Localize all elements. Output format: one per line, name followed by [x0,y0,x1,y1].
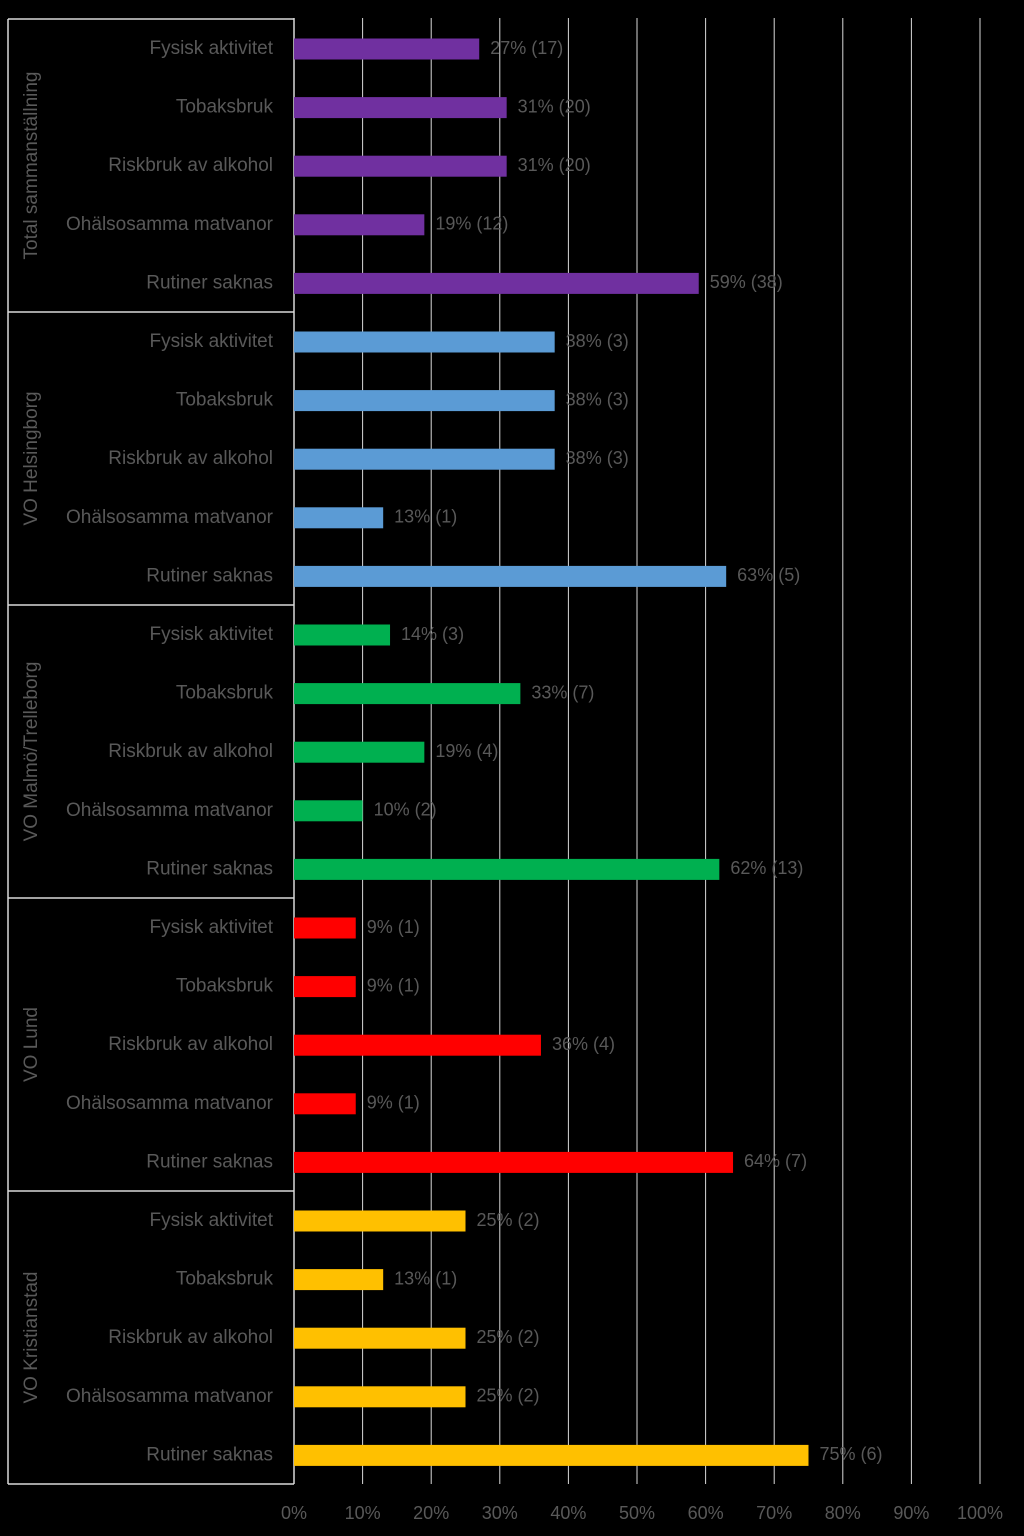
x-tick-label: 60% [688,1503,724,1523]
data-label: 36% (4) [552,1034,615,1054]
bar [294,1269,384,1291]
data-label: 25% (2) [477,1386,540,1406]
data-label: 13% (1) [394,507,457,527]
bar [294,97,507,119]
bar [294,1034,541,1056]
category-label: Rutiner saknas [146,565,273,586]
data-label: 10% (2) [374,800,437,820]
data-label: 62% (13) [730,858,803,878]
gridlines [362,18,981,1484]
bar [294,1386,466,1408]
x-tick-label: 80% [825,1503,861,1523]
x-axis-ticks: 0% 10% 20% 30% 40% 50% 60% 70% 80% 90% 100% [281,1503,1003,1523]
x-tick-label: 40% [550,1503,586,1523]
bar [294,272,699,294]
bar [294,1327,466,1349]
data-label: 38% (3) [566,448,629,468]
data-label: 25% (2) [477,1210,540,1230]
data-label: 31% (20) [518,155,591,175]
data-label: 63% (5) [737,565,800,585]
bar [294,741,425,763]
bar [294,976,356,998]
x-tick-label: 0% [281,1503,307,1523]
bar [294,858,720,880]
category-label: Tobaksbruk [176,683,274,704]
bar [294,800,363,822]
category-label: Ohälsosamma matvanor [66,800,274,821]
group-title: VO Malmö/Trelleborg [21,662,42,842]
category-label: Tobaksbruk [176,976,274,997]
category-label: Rutiner saknas [146,272,273,293]
bar [294,1093,356,1115]
data-label: 25% (2) [477,1327,540,1347]
bar [294,38,480,60]
x-tick-label: 30% [482,1503,518,1523]
x-tick-label: 10% [345,1503,381,1523]
category-label: Ohälsosamma matvanor [66,1386,274,1407]
bar [294,155,507,177]
data-label: 14% (3) [401,624,464,644]
data-label: 38% (3) [566,389,629,409]
bar [294,507,384,529]
data-label: 75% (6) [820,1444,883,1464]
data-label: 9% (1) [367,975,420,995]
data-label: 38% (3) [566,331,629,351]
data-label: 33% (7) [531,682,594,702]
data-label: 27% (17) [490,38,563,58]
bars [294,38,809,1466]
bar [294,565,727,587]
group-title: VO Kristianstad [21,1272,42,1404]
group-title: VO Helsingborg [21,391,42,525]
x-tick-label: 70% [756,1503,792,1523]
bar [294,683,521,705]
category-label: Rutiner saknas [146,1444,273,1465]
data-label: 59% (38) [710,272,783,292]
group-title: VO Lund [21,1007,42,1082]
category-label: Tobaksbruk [176,97,274,118]
data-label: 31% (20) [518,96,591,116]
category-label: Ohälsosamma matvanor [66,507,274,528]
category-label: Ohälsosamma matvanor [66,214,274,235]
bar [294,390,555,412]
category-label: Fysisk aktivitet [149,917,273,938]
data-label: 19% (4) [435,741,498,761]
category-label: Tobaksbruk [176,1269,274,1290]
data-label: 64% (7) [744,1151,807,1171]
bar [294,1151,734,1173]
bar [294,624,391,646]
category-label: Riskbruk av alkohol [108,1327,273,1348]
category-label: Riskbruk av alkohol [108,155,273,176]
bar [294,448,555,470]
data-label: 9% (1) [367,1093,420,1113]
category-label: Riskbruk av alkohol [108,448,273,469]
category-label: Ohälsosamma matvanor [66,1093,274,1114]
group-title: Total sammanställning [21,72,42,260]
bar [294,214,425,236]
x-tick-label: 100% [957,1503,1003,1523]
bar [294,917,356,939]
category-label: Riskbruk av alkohol [108,1034,273,1055]
category-label: Fysisk aktivitet [149,1210,273,1231]
category-label: Tobaksbruk [176,390,274,411]
category-label: Rutiner saknas [146,1151,273,1172]
data-label: 9% (1) [367,917,420,937]
category-label: Riskbruk av alkohol [108,741,273,762]
x-tick-label: 20% [413,1503,449,1523]
category-label: Fysisk aktivitet [149,624,273,645]
x-tick-label: 90% [893,1503,929,1523]
bar [294,1444,809,1466]
category-label: Fysisk aktivitet [149,331,273,352]
data-label: 19% (12) [435,214,508,234]
category-label: Fysisk aktivitet [149,38,273,59]
bar [294,331,555,353]
data-label: 13% (1) [394,1268,457,1288]
bar [294,1210,466,1232]
labels: Total sammanställning Fysisk aktivitet 27%… [21,38,883,1466]
category-label: Rutiner saknas [146,858,273,879]
x-tick-label: 50% [619,1503,655,1523]
